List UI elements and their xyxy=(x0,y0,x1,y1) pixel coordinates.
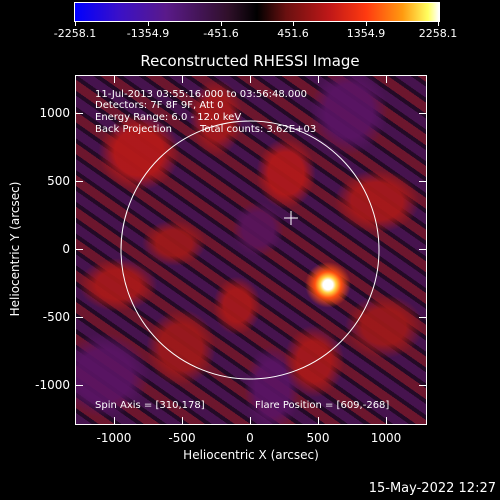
y-tick xyxy=(419,249,427,250)
y-tick xyxy=(75,317,83,318)
x-tick xyxy=(318,417,319,425)
x-tick xyxy=(318,75,319,83)
y-tick xyxy=(75,385,83,386)
x-tick xyxy=(250,75,251,83)
colorbar-tick xyxy=(221,21,222,26)
colorbar-label: 451.6 xyxy=(277,27,309,40)
colorbar-label: -1354.9 xyxy=(126,27,170,40)
flare-position-text: Flare Position = [609,-268] xyxy=(255,400,390,411)
x-tick-label: 1000 xyxy=(370,431,402,445)
solar-limb-circle xyxy=(120,120,380,380)
x-tick xyxy=(182,75,183,83)
y-tick-label: -1000 xyxy=(35,378,70,392)
colorbar-label: 1354.9 xyxy=(346,27,386,40)
energy-range-text: Energy Range: 6.0 - 12.0 keV xyxy=(95,112,242,123)
y-axis-title: Heliocentric Y (arcsec) xyxy=(8,181,22,317)
rhessi-image xyxy=(75,75,427,425)
colorbar-label: -451.6 xyxy=(203,27,239,40)
y-tick-label: 500 xyxy=(47,174,70,188)
x-tick-label: -1000 xyxy=(96,431,132,445)
y-tick xyxy=(419,181,427,182)
x-tick xyxy=(182,417,183,425)
x-tick-label: -500 xyxy=(168,431,196,445)
y-tick xyxy=(75,181,83,182)
y-tick xyxy=(419,385,427,386)
y-tick-label: 1000 xyxy=(39,106,70,120)
x-tick-label: 500 xyxy=(306,431,330,445)
detectors-text: Detectors: 7F 8F 9F, Att 0 xyxy=(95,100,224,111)
total-counts-text: Total counts: 3.62E+03 xyxy=(200,124,317,135)
colorbar-tick xyxy=(75,21,76,26)
colorbar-tick xyxy=(293,21,294,26)
y-tick xyxy=(75,249,83,250)
x-tick-label: 0 xyxy=(246,431,254,445)
colorbar-label: 2258.1 xyxy=(418,27,458,40)
colorbar-tick xyxy=(148,21,149,26)
spin-axis-text: Spin Axis = [310,178] xyxy=(95,400,205,411)
y-tick xyxy=(419,113,427,114)
x-axis-title: Heliocentric X (arcsec) xyxy=(183,448,319,462)
colorbar-label: -2258.1 xyxy=(53,27,97,40)
x-tick xyxy=(114,417,115,425)
y-tick-label: 0 xyxy=(62,242,70,256)
time-range-text: 11-Jul-2013 03:55:16.000 to 03:56:48.000 xyxy=(95,89,307,100)
x-tick xyxy=(114,75,115,83)
y-tick-label: -500 xyxy=(42,310,70,324)
y-tick xyxy=(419,317,427,318)
colorbar xyxy=(75,3,439,21)
colorbar-tick xyxy=(366,21,367,26)
x-tick xyxy=(386,75,387,83)
x-tick xyxy=(250,417,251,425)
colorbar-tick xyxy=(438,21,439,26)
render-timestamp: 15-May-2022 12:27 xyxy=(368,481,496,496)
y-tick xyxy=(75,113,83,114)
method-text: Back Projection xyxy=(95,124,172,135)
x-tick xyxy=(386,417,387,425)
plot-title: Reconstructed RHESSI Image xyxy=(140,52,360,70)
